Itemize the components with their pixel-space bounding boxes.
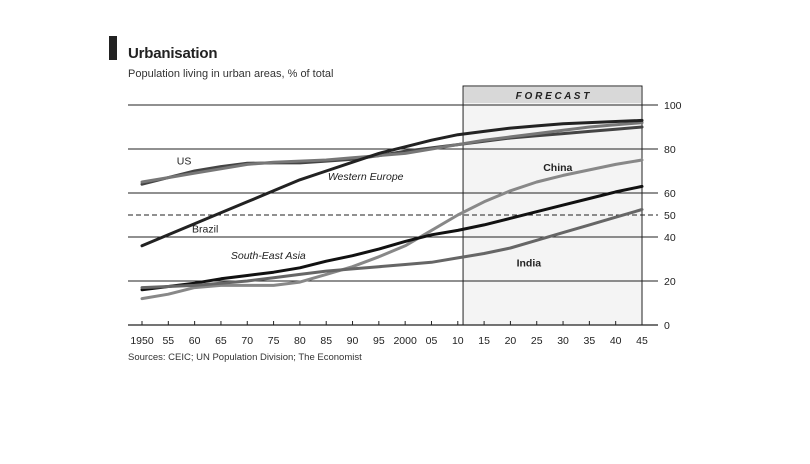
y-tick-label: 60: [664, 188, 676, 200]
title-accent-bar: [109, 36, 117, 60]
x-tick-label: 95: [373, 335, 385, 347]
x-tick-label: 80: [294, 335, 306, 347]
series-label-south-east-asia: South-East Asia: [231, 250, 306, 262]
series-line-western-europe: [140, 121, 644, 184]
x-tick-label: 20: [505, 335, 517, 347]
y-tick-label: 100: [664, 100, 682, 112]
series-line-india: [140, 208, 644, 290]
y-tick-label: 50: [664, 210, 676, 222]
series-label-china: China: [543, 162, 572, 174]
x-tick-label: 75: [268, 335, 280, 347]
x-tick-label: 2000: [393, 335, 417, 347]
x-axis: 1950 55 60 65 70 75 80 85 90 95 2000 05 10 15 20 25 30 35…: [128, 321, 658, 347]
x-tick-label: 90: [347, 335, 359, 347]
x-tick-label: 15: [478, 335, 490, 347]
x-tick-label: 25: [531, 335, 543, 347]
series-line-south-east-asia: [140, 184, 644, 292]
series-label-brazil: Brazil: [192, 224, 218, 236]
y-tick-label: 0: [664, 320, 670, 332]
series-label-us: US: [177, 155, 192, 167]
chart-source: Sources: CEIC; UN Population Division; T…: [128, 352, 362, 363]
series-line-china: [140, 158, 644, 301]
x-tick-label: 65: [215, 335, 227, 347]
x-tick-label: 55: [162, 335, 174, 347]
forecast-label: F O R E C A S T: [516, 91, 591, 102]
x-tick-label: 30: [557, 335, 569, 347]
x-tick-label: 35: [584, 335, 596, 347]
y-axis: 0 20 40 50 60 80 100: [664, 100, 682, 332]
x-tick-label: 70: [241, 335, 253, 347]
y-tick-label: 80: [664, 144, 676, 156]
series-label-india: India: [517, 258, 542, 270]
x-tick-label: 40: [610, 335, 622, 347]
x-tick-label: 60: [189, 335, 201, 347]
x-tick-label: 85: [320, 335, 332, 347]
y-tick-label: 20: [664, 276, 676, 288]
forecast-header-band: [464, 87, 641, 103]
x-tick-label: 05: [426, 335, 438, 347]
y-tick-label: 40: [664, 232, 676, 244]
series-labels: US Western Europe Brazil China South-East As…: [177, 155, 573, 269]
x-tick-label: 45: [636, 335, 648, 347]
series-label-western-europe: Western Europe: [328, 171, 404, 183]
chart-subtitle: Population living in urban areas, % of t…: [128, 68, 334, 80]
x-tick-label: 10: [452, 335, 464, 347]
series-line-brazil: [140, 118, 644, 248]
x-tick-label: 1950: [130, 335, 154, 347]
chart-title: Urbanisation: [128, 45, 218, 62]
series-layer: [140, 118, 644, 301]
